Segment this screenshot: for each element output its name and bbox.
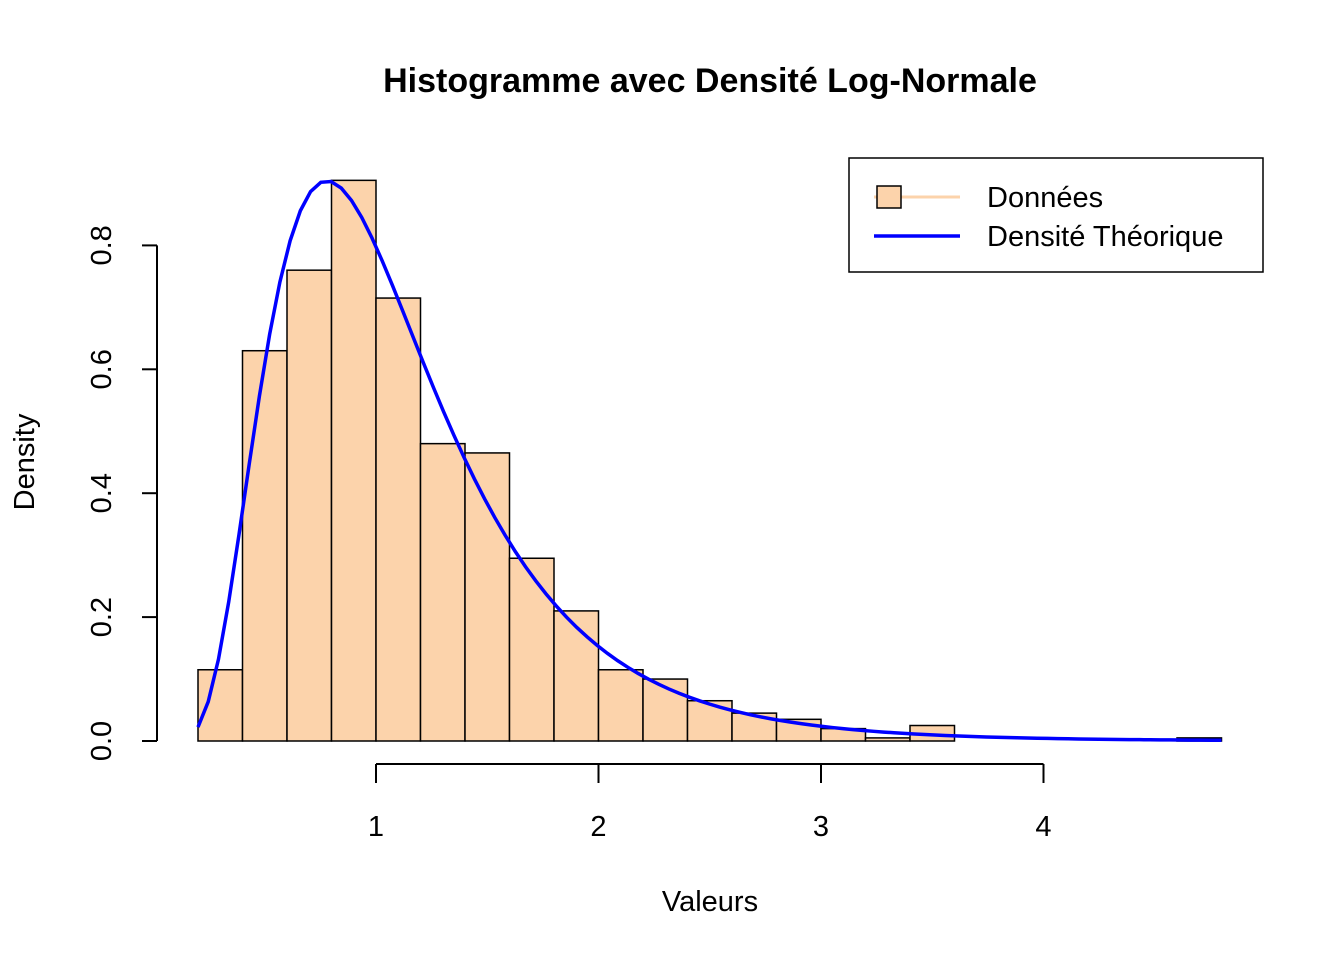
x-tick-label: 2 — [590, 811, 606, 843]
histogram-bar-4 — [375, 297, 422, 742]
histogram-bars — [197, 179, 1223, 742]
histogram-bar-8 — [553, 610, 600, 742]
histogram-bar-6 — [464, 452, 511, 742]
y-tick-label: 0.4 — [86, 473, 118, 513]
density-curve-line — [196, 179, 1222, 742]
histogram-bar-2 — [286, 269, 333, 742]
x-tick-label: 3 — [813, 811, 829, 843]
histogram-bar-3 — [330, 179, 377, 742]
histogram-bar-11 — [686, 699, 733, 742]
y-axis: 0.0 0.2 0.4 0.6 0.8 — [86, 225, 158, 761]
legend-donnees-label: Données — [987, 182, 1103, 214]
y-tick-label: 0.6 — [86, 349, 118, 389]
histogram-bar-9 — [597, 669, 644, 742]
histogram-bar-7 — [508, 557, 555, 742]
histogram-bar-15 — [864, 737, 911, 742]
histogram-bar-5 — [419, 442, 466, 742]
histogram-bar-0 — [197, 669, 244, 742]
legend-donnees-swatch — [876, 185, 902, 209]
x-axis: 1 2 3 4 — [368, 763, 1052, 843]
x-tick-label: 4 — [1035, 811, 1051, 843]
x-axis-label: Valeurs — [662, 886, 758, 918]
x-tick-label: 1 — [368, 811, 384, 843]
legend-densite-label: Densité Théorique — [987, 221, 1223, 253]
legend: Données Densité Théorique — [848, 157, 1264, 273]
y-axis-label: Density — [9, 413, 41, 510]
y-tick-label: 0.0 — [86, 721, 118, 761]
chart-title: Histogramme avec Densité Log-Normale — [383, 62, 1037, 100]
histogram-bar-1 — [241, 349, 288, 742]
y-tick-label: 0.8 — [86, 225, 118, 265]
legend-box — [848, 157, 1264, 273]
y-tick-label: 0.2 — [86, 597, 118, 637]
